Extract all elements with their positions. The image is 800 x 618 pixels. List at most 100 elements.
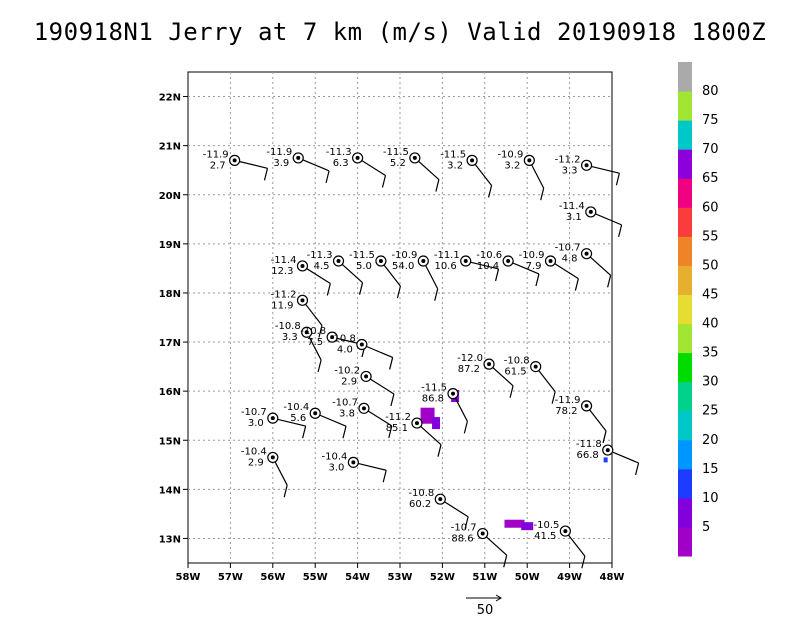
x-tick-label: 52W (430, 572, 455, 583)
colorbar-label: 55 (702, 229, 719, 244)
station-temp-label: -10.4 (283, 402, 309, 413)
station-speed-label: 2.9 (248, 457, 264, 468)
wind-barb-shaft (465, 260, 499, 270)
station-speed-label: 3.3 (562, 165, 578, 176)
station-marker-dot (378, 259, 383, 264)
colorbar-swatch (678, 294, 692, 325)
speed-patch (603, 457, 608, 463)
wind-barb-flag (435, 179, 440, 192)
x-tick-label: 48W (600, 572, 625, 583)
x-tick-label: 53W (388, 572, 413, 583)
station-temp-label: -11.9 (203, 149, 229, 160)
station-speed-label: 61.5 (504, 367, 526, 378)
wind-barb-flag (615, 173, 620, 186)
station-temp-label: -10.9 (391, 250, 417, 261)
y-tick-label: 21N (159, 142, 181, 153)
station-marker-dot (270, 455, 275, 460)
station-marker-dot (361, 406, 366, 411)
colorbar-swatch (678, 149, 692, 179)
wind-barb-flag (389, 357, 394, 370)
station-marker-dot (527, 158, 532, 163)
station-temp-label: -10.9 (497, 149, 523, 160)
station-temp-label: -11.9 (555, 395, 581, 406)
colorbar-swatch (678, 439, 692, 470)
station-temp-label: -10.9 (519, 250, 545, 261)
station-temp-label: -11.5 (349, 250, 375, 261)
station-marker-dot (480, 531, 485, 536)
station-marker-dot (355, 155, 360, 160)
y-tick-label: 13N (159, 534, 181, 545)
wind-barb-flag (464, 516, 469, 529)
colorbar-swatch (678, 352, 692, 383)
colorbar-label: 65 (702, 171, 719, 186)
station-speed-label: 7.9 (526, 261, 542, 272)
station-temp-label: -10.8 (408, 488, 434, 499)
station-marker-dot (605, 448, 610, 453)
station-speed-label: 87.2 (458, 364, 480, 375)
station-marker-dot (421, 259, 426, 264)
station-marker-dot (313, 411, 318, 416)
station-speed-label: 2.9 (341, 376, 357, 387)
wind-barb-flag (325, 170, 330, 184)
station-speed-label: 3.0 (328, 462, 344, 473)
wind-barb-shaft (586, 164, 620, 174)
wind-barb-flag (551, 391, 556, 404)
colorbar-label: 45 (702, 287, 719, 302)
wind-barb-flag (535, 273, 540, 287)
station-temp-label: -11.2 (271, 289, 297, 300)
station-speed-label: 3.0 (248, 418, 264, 429)
colorbar-label: 30 (702, 375, 719, 390)
station-speed-label: 78.2 (555, 406, 577, 417)
y-tick-label: 14N (159, 485, 181, 496)
station-speed-label: 10.4 (477, 261, 499, 272)
colorbar-swatch (678, 410, 692, 441)
wind-barb-shaft (272, 417, 306, 427)
station-speed-label: 5.6 (290, 413, 306, 424)
colorbar-label: 60 (702, 200, 719, 215)
station-speed-label: 4.5 (314, 261, 330, 272)
station-marker-dot (463, 259, 468, 264)
colorbar-label: 5 (702, 520, 710, 535)
station-marker-dot (336, 259, 341, 264)
wind-barb-flag (317, 359, 322, 373)
station-speed-label: 3.9 (273, 158, 289, 169)
station-temp-label: -11.5 (440, 149, 466, 160)
station-speed-label: 3.2 (504, 160, 520, 171)
wind-barb-flag (382, 470, 387, 483)
wind-barb-shaft (353, 461, 387, 471)
station-temp-label: -10.7 (332, 397, 358, 408)
colorbar-label: 10 (702, 491, 719, 506)
x-tick-label: 49W (557, 572, 582, 583)
wind-barb-flag (434, 288, 439, 301)
station-marker-dot (563, 529, 568, 534)
x-tick-label: 55W (303, 572, 328, 583)
station-marker-dot (584, 251, 589, 256)
wind-barb-flag (318, 325, 323, 338)
x-tick-label: 50W (515, 572, 540, 583)
wind-barb-flag (302, 425, 307, 439)
wind-barb-flag (358, 282, 364, 295)
y-tick-label: 20N (159, 191, 181, 202)
station-marker-dot (270, 416, 275, 421)
station-marker-dot (412, 155, 417, 160)
station-speed-label: 54.0 (392, 261, 414, 272)
station-temp-label: -10.8 (300, 326, 326, 337)
speed-patch (504, 519, 525, 528)
wind-barb-flag (381, 175, 387, 188)
colorbar-swatch (678, 91, 692, 121)
station-temp-label: -10.2 (334, 365, 360, 376)
station-temp-label: -10.4 (321, 451, 347, 462)
wind-barb-flag (437, 444, 442, 457)
station-speed-label: 66.8 (576, 450, 598, 461)
y-tick-label: 17N (159, 338, 181, 349)
station-temp-label: -11.2 (385, 412, 411, 423)
station-speed-label: 88.6 (451, 534, 473, 545)
station-marker-dot (296, 155, 301, 160)
wind-barb-flag (602, 430, 607, 444)
station-marker-dot (584, 163, 589, 168)
station-marker-dot (414, 421, 419, 426)
station-temp-label: -10.8 (275, 321, 301, 332)
station-temp-label: -11.2 (555, 154, 581, 165)
x-tick-label: 51W (472, 572, 497, 583)
station-speed-label: 85.1 (386, 423, 408, 434)
